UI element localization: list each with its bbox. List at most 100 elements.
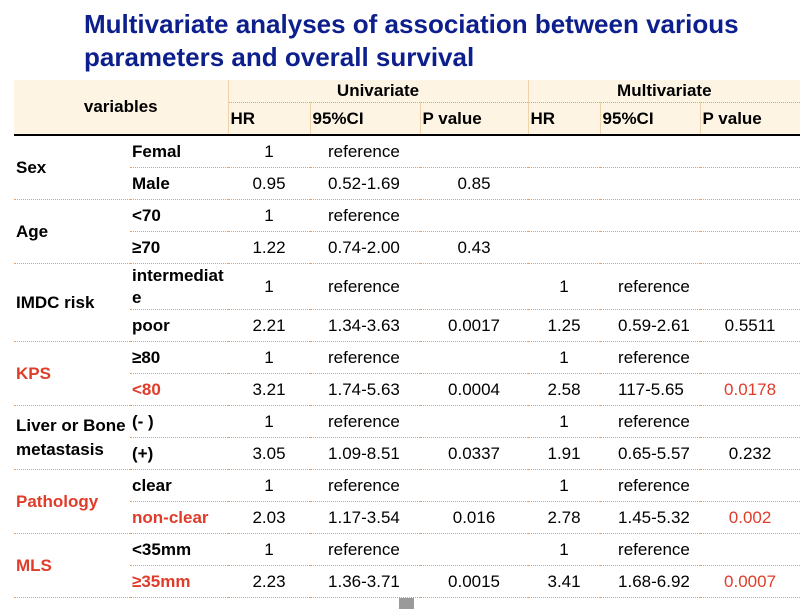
multi-ci-cell: 0.59-2.61 — [600, 309, 701, 342]
uni-hr-cell: 1 — [228, 533, 311, 566]
uni-p-cell — [420, 199, 529, 232]
uni-ci-cell: 1.09-8.51 — [310, 437, 421, 470]
results-table: variables Univariate Multivariate HR 95%C… — [14, 80, 801, 598]
uni-p-cell: 0.0017 — [420, 309, 529, 342]
level-cell: Male — [130, 167, 229, 200]
multi-p-cell — [700, 341, 801, 374]
uni-p-cell: 0.85 — [420, 167, 529, 200]
column-header-row: HR 95%CI P value HR 95%CI P value — [14, 102, 801, 136]
multi-hr-cell: 1 — [528, 533, 601, 566]
uni-ci-cell: reference — [310, 341, 421, 374]
uni-ci-cell: reference — [310, 199, 421, 232]
multi-hr-cell: 1 — [528, 469, 601, 502]
uni-ci-cell: 1.34-3.63 — [310, 309, 421, 342]
multi-p-cell — [700, 469, 801, 502]
variable-cell: Pathology — [14, 469, 130, 534]
multi-p-cell — [700, 135, 801, 168]
level-cell: non-clear — [130, 501, 229, 534]
uni-ci-cell: 1.36-3.71 — [310, 565, 421, 598]
multi-p-cell — [700, 263, 801, 310]
uni-p-cell: 0.0015 — [420, 565, 529, 598]
level-cell: clear — [130, 469, 229, 502]
level-cell: (+) — [130, 437, 229, 470]
multi-ci-cell: reference — [600, 341, 701, 374]
column-header: HR — [227, 102, 311, 136]
level-cell: ≥35mm — [130, 565, 229, 598]
table-row: <80 3.21 1.74-5.63 0.0004 2.58 117-5.65 0.0178 — [14, 373, 801, 406]
multi-hr-cell — [528, 231, 601, 264]
variable-cell: IMDC risk — [14, 263, 130, 342]
uni-p-cell — [420, 135, 529, 168]
level-cell: <80 — [130, 373, 229, 406]
variable-cell: Age — [14, 199, 130, 264]
multi-ci-cell — [600, 135, 701, 168]
variable-cell: KPS — [14, 341, 130, 406]
uni-ci-cell: reference — [310, 263, 421, 310]
multi-ci-cell: 0.65-5.57 — [600, 437, 701, 470]
multi-hr-cell: 2.58 — [528, 373, 601, 406]
level-cell: <35mm — [130, 533, 229, 566]
multi-ci-cell — [600, 199, 701, 232]
multi-hr-cell: 1 — [528, 405, 601, 438]
uni-p-cell — [420, 405, 529, 438]
uni-ci-cell: 0.52-1.69 — [310, 167, 421, 200]
column-header: 95%CI — [599, 102, 701, 136]
uni-ci-cell: 1.17-3.54 — [310, 501, 421, 534]
multi-p-cell: 0.0178 — [700, 373, 801, 406]
level-cell: poor — [130, 309, 229, 342]
column-header: 95%CI — [309, 102, 421, 136]
multi-p-cell — [700, 199, 801, 232]
table-row: ≥35mm 2.23 1.36-3.71 0.0015 3.41 1.68-6.92 0.0… — [14, 565, 801, 598]
table-row: IMDC risk intermediate 1 reference 1 referenc… — [14, 263, 801, 342]
multi-ci-cell: 1.45-5.32 — [600, 501, 701, 534]
multi-hr-cell — [528, 167, 601, 200]
title: Multivariate analyses of association bet… — [84, 9, 739, 72]
uni-ci-cell: reference — [310, 469, 421, 502]
uni-hr-cell: 0.95 — [228, 167, 311, 200]
table-body: Sex Femal 1 reference Male 0.95 0.52-1.69 0.85 A… — [14, 135, 801, 598]
table-row: Pathology clear 1 reference 1 reference — [14, 469, 801, 534]
variable-cell: MLS — [14, 533, 130, 598]
uni-p-cell: 0.016 — [420, 501, 529, 534]
multi-p-cell — [700, 405, 801, 438]
uni-p-cell — [420, 469, 529, 502]
uni-hr-cell: 1 — [228, 263, 311, 310]
multi-ci-cell: reference — [600, 263, 701, 310]
uni-ci-cell: 1.74-5.63 — [310, 373, 421, 406]
uni-hr-cell: 2.23 — [228, 565, 311, 598]
level-cell: <70 — [130, 199, 229, 232]
multi-hr-cell: 1.25 — [528, 309, 601, 342]
multi-ci-cell: 1.68-6.92 — [600, 565, 701, 598]
uni-hr-cell: 2.03 — [228, 501, 311, 534]
uni-ci-cell: 0.74-2.00 — [310, 231, 421, 264]
uni-p-cell — [420, 341, 529, 374]
table-row: Age <70 1 reference — [14, 199, 801, 264]
table-row: non-clear 2.03 1.17-3.54 0.016 2.78 1.45-5.32… — [14, 501, 801, 534]
table-row: Sex Femal 1 reference — [14, 135, 801, 200]
uni-p-cell: 0.0004 — [420, 373, 529, 406]
uni-hr-cell: 1 — [228, 341, 311, 374]
table-row: Liver or Bone metastasis (- ) 1 reference 1 r… — [14, 405, 801, 470]
multi-p-cell — [700, 167, 801, 200]
slide-marker — [399, 598, 414, 609]
multi-p-cell: 0.5511 — [700, 309, 801, 342]
uni-hr-cell: 2.21 — [228, 309, 311, 342]
level-cell: (- ) — [130, 405, 229, 438]
table-row: poor 2.21 1.34-3.63 0.0017 1.25 0.59-2.61 0.55… — [14, 309, 801, 342]
variable-cell: Liver or Bone metastasis — [14, 405, 130, 470]
uni-hr-cell: 1 — [228, 199, 311, 232]
multi-hr-cell: 1.91 — [528, 437, 601, 470]
uni-hr-cell: 3.21 — [228, 373, 311, 406]
multi-hr-cell: 2.78 — [528, 501, 601, 534]
uni-ci-cell: reference — [310, 405, 421, 438]
multi-p-cell: 0.0007 — [700, 565, 801, 598]
uni-hr-cell: 3.05 — [228, 437, 311, 470]
uni-hr-cell: 1 — [228, 469, 311, 502]
table-row: Male 0.95 0.52-1.69 0.85 — [14, 167, 801, 200]
uni-p-cell: 0.0337 — [420, 437, 529, 470]
uni-p-cell — [420, 533, 529, 566]
level-cell: intermediate — [130, 263, 229, 310]
multi-p-cell: 0.002 — [700, 501, 801, 534]
level-cell: Femal — [130, 135, 229, 168]
multi-ci-cell: reference — [600, 405, 701, 438]
